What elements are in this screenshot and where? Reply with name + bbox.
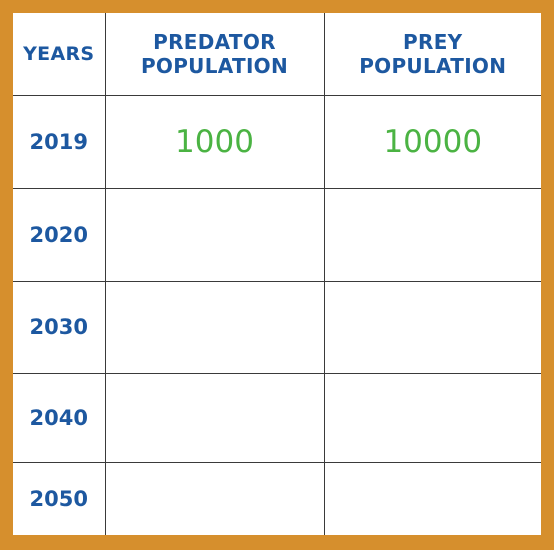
prey-cell — [323, 280, 541, 374]
prey-cell — [323, 187, 541, 282]
header-prey-line1: PREY — [403, 29, 463, 54]
header-predator-population: PREDATOR POPULATION — [104, 13, 325, 96]
header-years: YEARS — [13, 13, 106, 96]
predator-cell — [104, 372, 325, 463]
population-table-container: YEARS PREDATOR POPULATION PREY POPULATIO… — [13, 13, 541, 535]
predator-cell — [104, 461, 325, 535]
header-predator-line1: PREDATOR — [153, 29, 276, 54]
year-cell: 2040 — [13, 372, 106, 463]
header-prey-population: PREY POPULATION — [323, 13, 541, 96]
predator-cell — [104, 187, 325, 282]
header-years-label: YEARS — [23, 42, 95, 65]
year-cell: 2030 — [13, 280, 106, 374]
table-row: 2050 — [13, 461, 541, 535]
population-table: YEARS PREDATOR POPULATION PREY POPULATIO… — [13, 13, 541, 535]
prey-cell: 10000 — [323, 94, 541, 189]
table-row: 2020 — [13, 187, 541, 282]
header-row: YEARS PREDATOR POPULATION PREY POPULATIO… — [13, 13, 541, 96]
table-row: 2019 1000 10000 — [13, 94, 541, 189]
predator-cell — [104, 280, 325, 374]
table-row: 2040 — [13, 372, 541, 463]
year-cell: 2020 — [13, 187, 106, 282]
prey-cell — [323, 372, 541, 463]
year-cell: 2019 — [13, 94, 106, 189]
header-prey-line2: POPULATION — [359, 53, 507, 78]
year-cell: 2050 — [13, 461, 106, 535]
header-predator-line2: POPULATION — [140, 53, 289, 78]
predator-cell: 1000 — [104, 94, 325, 189]
table-row: 2030 — [13, 280, 541, 374]
prey-cell — [323, 461, 541, 535]
